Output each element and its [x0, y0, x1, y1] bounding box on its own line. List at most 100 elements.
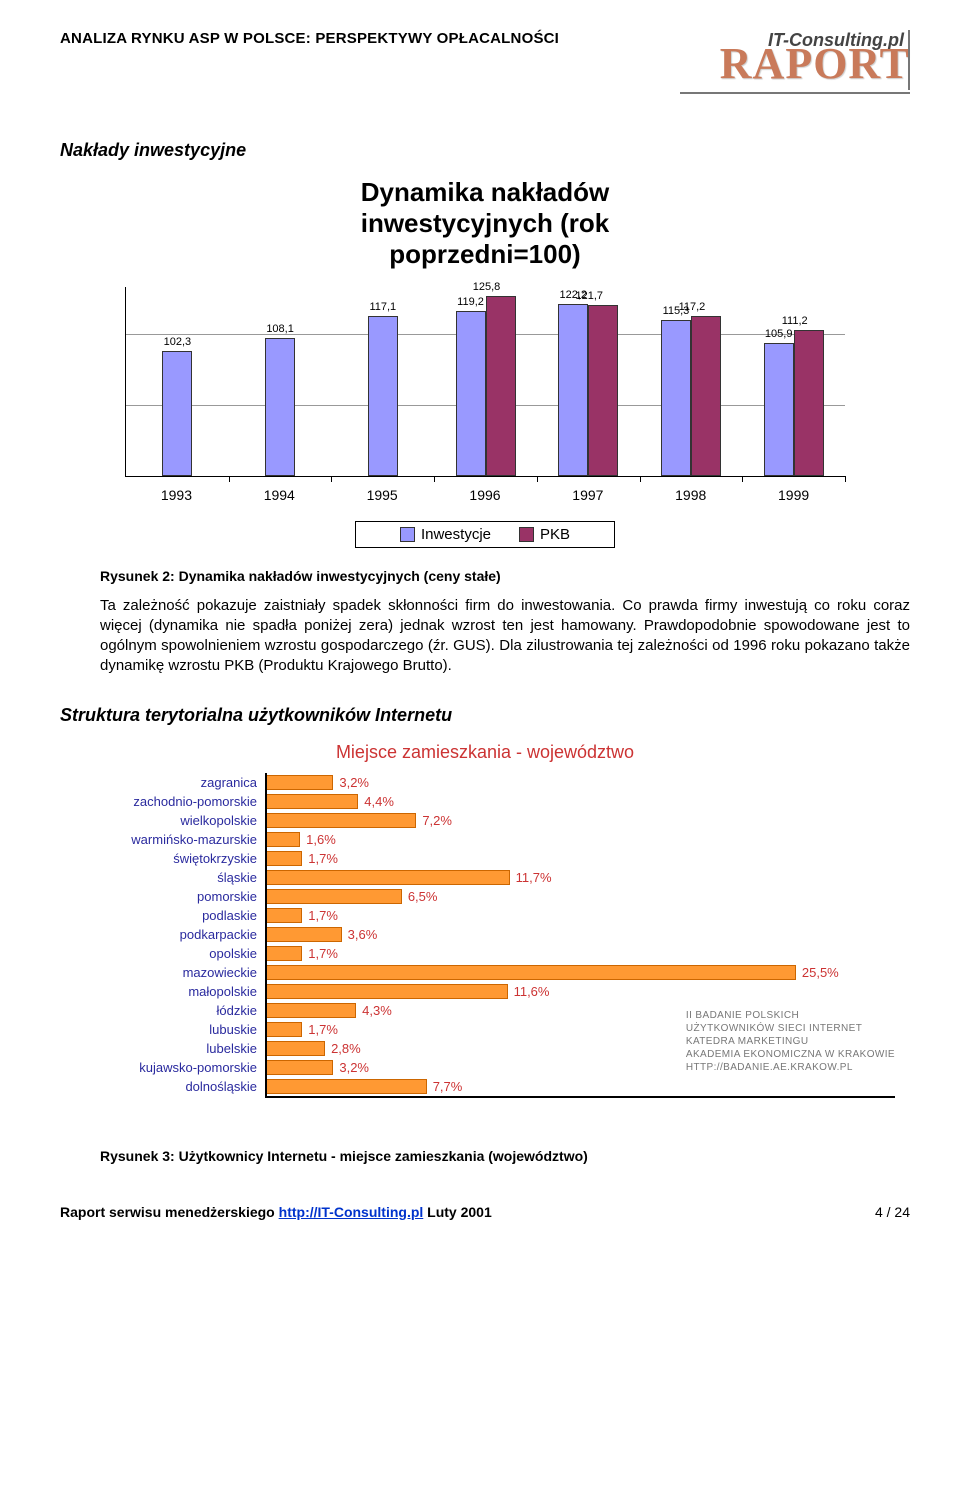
chart-investment-dynamics: Dynamika nakładów inwestycyjnych (rok po… — [125, 177, 845, 548]
chart2-bar — [267, 984, 508, 999]
chart2-bar — [267, 1060, 333, 1075]
chart1-bar: 117,1 — [368, 316, 398, 475]
chart2-value-label: 3,2% — [333, 1058, 369, 1077]
chart2-bar — [267, 1022, 302, 1037]
chart2-category-label: małopolskie — [75, 984, 265, 999]
chart1-bar-label: 117,2 — [678, 301, 706, 313]
chart2-value-label: 4,3% — [356, 1001, 392, 1020]
section-heading-investments: Nakłady inwestycyjne — [60, 140, 910, 161]
chart2-category-label: zachodnio-pomorskie — [75, 794, 265, 809]
chart2-row: zagranica3,2% — [75, 773, 895, 792]
chart1-bar: 105,9 — [764, 343, 794, 476]
chart1-x-label: 1998 — [639, 487, 742, 503]
chart2-category-label: podlaskie — [75, 908, 265, 923]
chart2-value-label: 1,7% — [302, 849, 338, 868]
chart2-row: dolnośląskie 7,7% — [75, 1077, 895, 1096]
chart1-x-label: 1999 — [742, 487, 845, 503]
figure-caption-3: Rysunek 3: Użytkownicy Internetu - miejs… — [100, 1148, 910, 1164]
chart2-category-label: opolskie — [75, 946, 265, 961]
chart2-bar — [267, 851, 302, 866]
chart2-category-label: podkarpackie — [75, 927, 265, 942]
chart2-category-label: warmińsko-mazurskie — [75, 832, 265, 847]
chart2-value-label: 4,4% — [358, 792, 394, 811]
chart2-bar — [267, 870, 510, 885]
chart1-bar-label: 108,1 — [266, 323, 294, 335]
chart2-row: pomorskie 6,5% — [75, 887, 895, 906]
chart1-bar-label: 102,3 — [163, 336, 191, 348]
chart2-value-label: 3,2% — [333, 773, 369, 792]
chart2-bar — [267, 965, 796, 980]
chart2-category-label: świętokrzyskie — [75, 851, 265, 866]
chart1-x-label: 1997 — [536, 487, 639, 503]
chart1-bar: 108,1 — [265, 338, 295, 476]
chart2-bar — [267, 794, 358, 809]
chart2-row: podkarpackie 3,6% — [75, 925, 895, 944]
chart2-category-label: wielkopolskie — [75, 813, 265, 828]
chart2-category-label: łódzkie — [75, 1003, 265, 1018]
chart1-x-label: 1995 — [331, 487, 434, 503]
chart2-row: zachodnio-pomorskie 4,4% — [75, 792, 895, 811]
chart2-category-label: mazowieckie — [75, 965, 265, 980]
chart2-value-label: 2,8% — [325, 1039, 361, 1058]
chart1-bar-label: 125,8 — [473, 281, 501, 293]
chart2-category-label: śląskie — [75, 870, 265, 885]
chart2-row: warmińsko-mazurskie 1,6% — [75, 830, 895, 849]
chart2-category-label: kujawsko-pomorskie — [75, 1060, 265, 1075]
chart2-category-label: dolnośląskie — [75, 1079, 265, 1094]
chart2-value-label: 25,5% — [796, 963, 839, 982]
chart1-x-label: 1996 — [434, 487, 537, 503]
chart2-value-label: 1,7% — [302, 906, 338, 925]
chart2-row: świętokrzyskie 1,7% — [75, 849, 895, 868]
chart2-value-label: 11,7% — [510, 868, 552, 887]
chart2-value-label: 7,7% — [427, 1077, 463, 1096]
chart2-bar — [267, 908, 302, 923]
chart2-row: małopolskie 11,6% — [75, 982, 895, 1001]
chart2-category-label: lubuskie — [75, 1022, 265, 1037]
chart1-bar-label: 121,7 — [575, 290, 603, 302]
chart1-bar: 121,7 — [588, 305, 618, 475]
chart1-legend: Inwestycje PKB — [355, 521, 615, 548]
chart1-bar: 119,2 — [456, 311, 486, 475]
chart1-title: Dynamika nakładów inwestycyjnych (rok po… — [125, 177, 845, 271]
chart2-category-label: pomorskie — [75, 889, 265, 904]
chart2-bar — [267, 832, 300, 847]
chart2-value-label: 1,7% — [302, 1020, 338, 1039]
chart2-bar — [267, 1041, 325, 1056]
legend-inwestycje: Inwestycje — [400, 526, 491, 543]
footer-link[interactable]: http://IT-Consulting.pl — [279, 1204, 424, 1220]
chart2-row: mazowieckie 25,5% — [75, 963, 895, 982]
legend-pkb: PKB — [519, 526, 570, 543]
chart1-bar: 115,3 — [661, 320, 691, 475]
chart2-bar — [267, 775, 333, 790]
chart2-value-label: 6,5% — [402, 887, 438, 906]
chart2-row: podlaskie 1,7% — [75, 906, 895, 925]
page-footer: Raport serwisu menedżerskiego http://IT-… — [60, 1204, 910, 1220]
chart2-row: śląskie 11,7% — [75, 868, 895, 887]
chart1-bar-label: 111,2 — [781, 315, 809, 327]
chart1-x-label: 1994 — [228, 487, 331, 503]
footer-left: Raport serwisu menedżerskiego http://IT-… — [60, 1204, 492, 1220]
chart1-bar-label: 117,1 — [369, 301, 397, 313]
chart2-value-label: 7,2% — [416, 811, 452, 830]
chart2-category-label: lubelskie — [75, 1041, 265, 1056]
chart2-value-label: 11,6% — [508, 982, 550, 1001]
chart2-value-label: 1,6% — [300, 830, 336, 849]
chart2-bar — [267, 1079, 427, 1094]
chart2-title: Miejsce zamieszkania - województwo — [75, 742, 895, 763]
chart2-bar — [267, 889, 402, 904]
chart2-value-label: 3,6% — [342, 925, 378, 944]
chart2-row: wielkopolskie 7,2% — [75, 811, 895, 830]
chart1-bar-label: 119,2 — [457, 296, 485, 308]
chart2-bar — [267, 927, 342, 942]
chart1-bar: 117,2 — [691, 316, 721, 476]
chart2-bar — [267, 946, 302, 961]
chart1-bar: 125,8 — [486, 296, 516, 476]
logo-front-text: RAPORT — [720, 38, 910, 89]
page-header: ANALIZA RYNKU ASP W POLSCE: PERSPEKTYWY … — [60, 30, 910, 90]
chart2-bar — [267, 1003, 356, 1018]
chart2-row: opolskie1,7% — [75, 944, 895, 963]
chart-territory: Miejsce zamieszkania - województwo zagra… — [75, 742, 895, 1098]
brand-logo: IT-Consulting.pl RAPORT — [680, 30, 910, 90]
body-paragraph-1: Ta zależność pokazuje zaistniały spadek … — [100, 596, 910, 677]
section-heading-territory: Struktura terytorialna użytkowników Inte… — [60, 705, 910, 726]
